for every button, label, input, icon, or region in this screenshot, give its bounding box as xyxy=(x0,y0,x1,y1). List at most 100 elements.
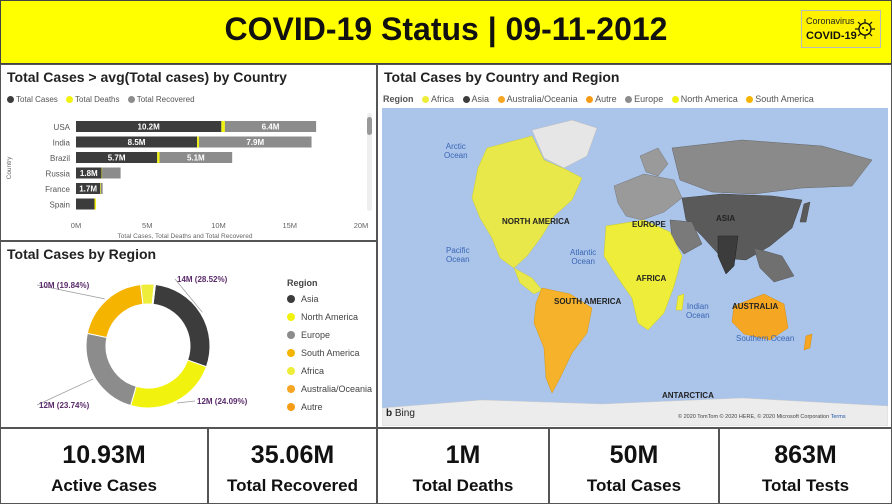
bar-chart-scrollbar[interactable] xyxy=(367,113,372,211)
logo-line1: Coronavirus xyxy=(806,16,855,26)
bar-segment xyxy=(94,198,97,210)
legend-label: North America xyxy=(301,312,359,322)
legend-label: Asia xyxy=(301,294,319,304)
map-legend-europe[interactable]: Europe xyxy=(625,94,663,104)
bar-segment xyxy=(157,152,160,163)
donut-data-label: 14M (28.52%) xyxy=(177,275,228,284)
map-legend-autre[interactable]: Autre xyxy=(586,94,617,104)
donut-legend-item[interactable]: Europe xyxy=(287,330,372,348)
kpi-value: 35.06M xyxy=(250,441,335,469)
donut-slice xyxy=(86,283,144,339)
donut-legend-item[interactable]: South America xyxy=(287,348,372,366)
legend-item-total-recovered[interactable]: Total Recovered xyxy=(127,95,195,104)
bar-segment xyxy=(76,198,95,210)
kpi-total-tests: 863M Total Tests xyxy=(719,428,892,504)
donut-data-label: 10M (19.84%) xyxy=(39,281,90,290)
donut-legend-item[interactable]: North America xyxy=(287,312,372,330)
label-australia: AUSTRALIA xyxy=(732,302,779,311)
kpi-active-cases: 10.93M Active Cases xyxy=(0,428,208,504)
greenland-shape xyxy=(531,119,598,169)
label-southern-ocean: Southern Ocean xyxy=(736,334,795,343)
kpi-label: Total Cases xyxy=(586,476,682,495)
leader-line xyxy=(174,278,203,313)
bar-chart-title: Total Cases > avg(Total cases) by Countr… xyxy=(7,69,287,85)
bar-data-label: 8.5M xyxy=(128,138,146,147)
donut-chart-svg[interactable]: 14M (28.52%) 12M (24.09%) 12M (23.74%) 10M … xyxy=(1,268,281,428)
terms-link[interactable]: Terms xyxy=(830,414,846,420)
map-legend-australia[interactable]: Australia/Oceania xyxy=(497,94,578,104)
bing-logo: b Bing xyxy=(386,408,415,419)
kpi-value: 50M xyxy=(609,441,659,469)
donut-slice xyxy=(85,332,137,407)
category-label: Brazil xyxy=(50,154,70,163)
category-label: Spain xyxy=(50,201,70,210)
map-legend-asia[interactable]: Asia xyxy=(462,94,489,104)
legend-item-total-cases[interactable]: Total Cases xyxy=(7,95,58,104)
map-legend-north-america[interactable]: North America xyxy=(671,94,738,104)
donut-legend-item[interactable]: Autre xyxy=(287,402,372,420)
bar-chart-svg[interactable]: Country USA 10.2M 6.4M India 8.5M 7.9M Brazil 5.… xyxy=(1,103,377,241)
legend-label: Africa xyxy=(301,366,325,376)
page-title: COVID-19 Status | 09-11-2012 xyxy=(224,11,668,47)
bar-data-label: 6.4M xyxy=(262,123,280,132)
bar-data-label: 1.7M xyxy=(79,185,97,194)
bar-chart-panel: Total Cases > avg(Total cases) by Countr… xyxy=(0,64,377,241)
india-shape xyxy=(717,235,739,275)
label-pacific-ocean: Pacific Ocean xyxy=(446,246,470,264)
x-tick-label: 5M xyxy=(142,221,152,230)
legend-label: Autre xyxy=(301,402,323,412)
kpi-total-recovered: 35.06M Total Recovered xyxy=(208,428,377,504)
y-axis-label: Country xyxy=(6,156,13,180)
south-america-shape xyxy=(533,287,593,394)
virus-icon xyxy=(855,19,875,39)
legend-label: Australia/Oceania xyxy=(301,384,373,394)
antarctica-shape xyxy=(382,397,888,426)
kpi-label: Total Deaths xyxy=(412,476,514,495)
legend-swatch xyxy=(287,367,295,375)
donut-slice xyxy=(152,283,211,368)
europe-shape xyxy=(613,173,683,221)
bar-segment xyxy=(224,121,317,132)
bar-segment xyxy=(100,183,103,194)
label-south-america: SOUTH AMERICA xyxy=(554,297,622,306)
donut-legend-item[interactable]: Australia/Oceania xyxy=(287,384,372,402)
new-zealand-shape xyxy=(803,333,813,351)
bar-segment xyxy=(221,121,225,132)
donut-slice xyxy=(130,359,208,409)
madagascar-shape xyxy=(675,293,685,311)
russia-shape xyxy=(671,139,873,195)
donut-legend-item[interactable]: Asia xyxy=(287,294,372,312)
donut-data-label: 12M (23.74%) xyxy=(39,401,90,410)
x-tick-label: 0M xyxy=(71,221,81,230)
scrollbar-thumb[interactable] xyxy=(367,117,372,135)
north-america-shape xyxy=(471,135,583,269)
map-title: Total Cases by Country and Region xyxy=(384,69,620,85)
map-panel: Total Cases by Country and Region Region… xyxy=(377,64,892,428)
world-map[interactable] xyxy=(382,108,888,426)
donut-legend-item[interactable]: Africa xyxy=(287,366,372,384)
kpi-value: 1M xyxy=(445,441,481,469)
logo-line2: COVID-19 xyxy=(806,30,857,42)
donut-chart-panel: Total Cases by Region 14M (28.52%) 12M (2… xyxy=(0,241,377,428)
category-label: India xyxy=(53,139,71,148)
category-label: USA xyxy=(54,123,71,132)
legend-swatch xyxy=(287,403,295,411)
donut-data-label: 12M (24.09%) xyxy=(197,397,248,406)
category-label: Russia xyxy=(46,170,71,179)
bar-data-label: 7.9M xyxy=(246,138,264,147)
bar-segment xyxy=(102,167,121,179)
donut-chart-title: Total Cases by Region xyxy=(7,246,157,262)
se-asia-shape xyxy=(753,247,795,283)
australia-shape xyxy=(731,293,789,341)
bar-segment xyxy=(76,167,102,179)
legend-label: South America xyxy=(301,348,360,358)
legend-item-total-deaths[interactable]: Total Deaths xyxy=(66,95,120,104)
x-tick-label: 20M xyxy=(354,221,369,230)
africa-shape xyxy=(603,219,683,331)
donut-slice xyxy=(152,283,156,305)
map-legend-title: Region xyxy=(383,94,414,104)
leader-line xyxy=(177,400,196,404)
map-legend-africa[interactable]: Africa xyxy=(422,94,454,104)
map-legend-south-america[interactable]: South America xyxy=(746,94,814,104)
legend-swatch xyxy=(287,349,295,357)
